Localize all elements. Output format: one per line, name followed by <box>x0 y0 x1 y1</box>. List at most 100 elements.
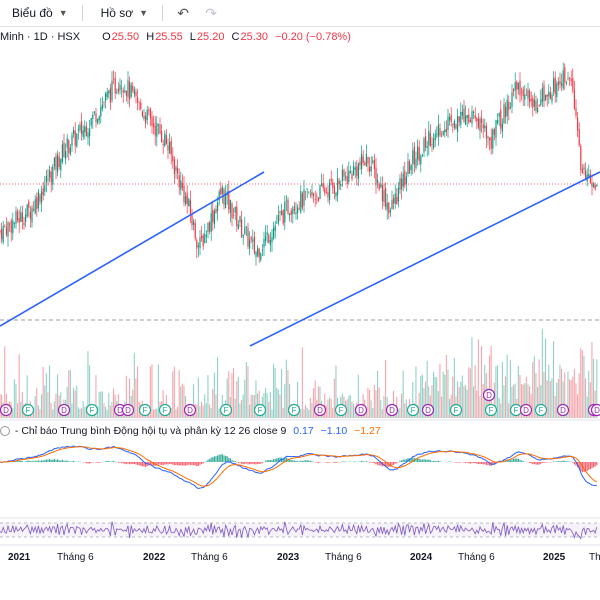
macd-histogram-bar <box>223 455 225 462</box>
dividend-event-marker[interactable]: D <box>590 403 600 417</box>
financial-event-marker[interactable]: F <box>406 403 420 417</box>
financial-event-marker[interactable]: F <box>287 403 301 417</box>
macd-histogram-bar <box>41 460 43 462</box>
candle-body <box>135 91 137 97</box>
macd-histogram-bar <box>557 461 559 462</box>
macd-histogram-bar <box>402 459 404 462</box>
candle-body <box>61 144 63 162</box>
candle-body <box>340 183 342 187</box>
macd-histogram-bar <box>97 462 99 463</box>
chart-menu-button[interactable]: Biểu đồ ▼ <box>0 0 76 26</box>
dividend-event-marker[interactable]: D <box>556 403 570 417</box>
volume-bar <box>241 400 243 418</box>
macd-histogram-bar <box>268 460 270 462</box>
candle-body <box>129 81 131 100</box>
candle-body <box>413 147 415 165</box>
macd-histogram-bar <box>578 462 580 469</box>
volume-bar <box>239 403 241 418</box>
dividend-event-marker[interactable]: D <box>421 403 435 417</box>
eye-icon[interactable] <box>0 426 10 437</box>
macd-histogram-bar <box>297 461 299 462</box>
volume-bar <box>50 402 52 418</box>
macd-histogram-bar <box>533 462 535 465</box>
undo-icon[interactable]: ↶ <box>177 4 189 21</box>
volume-bar <box>282 407 284 418</box>
dividend-event-marker[interactable]: D <box>121 403 135 417</box>
dividend-event-marker[interactable]: D <box>183 403 197 417</box>
candle-body <box>265 235 267 242</box>
candle-body <box>583 167 585 170</box>
candle-body <box>277 214 279 224</box>
financial-event-marker[interactable]: F <box>534 403 548 417</box>
event-marker-circle <box>158 403 172 417</box>
macd-title: - Chỉ báo Trung bình Động hội tụ và phân… <box>14 425 287 437</box>
candle-body <box>253 236 255 254</box>
candle-body <box>439 128 441 136</box>
candle-body <box>28 201 30 209</box>
candle-body <box>113 79 115 81</box>
event-marker-label: D <box>560 406 566 415</box>
dividend-event-marker[interactable]: D <box>354 403 368 417</box>
profile-menu-button[interactable]: Hồ sơ ▼ <box>89 0 156 26</box>
macd-histogram-bar <box>308 460 310 462</box>
candle-body <box>239 216 241 223</box>
financial-event-marker[interactable]: F <box>449 403 463 417</box>
dividend-event-marker[interactable]: D <box>57 403 71 417</box>
macd-histogram-bar <box>34 460 36 462</box>
volume-bar <box>500 403 502 418</box>
financial-event-marker[interactable]: F <box>509 403 523 417</box>
financial-event-marker[interactable]: F <box>253 403 267 417</box>
volume-bar <box>353 403 355 418</box>
financial-event-marker[interactable]: F <box>219 403 233 417</box>
volume-bar <box>313 388 315 418</box>
volume-bar <box>524 383 526 418</box>
macd-histogram-bar <box>247 462 249 465</box>
event-marker-label: D <box>358 406 364 415</box>
macd-histogram-bar <box>327 462 329 464</box>
volume-bar <box>197 377 199 418</box>
volume-bar <box>57 374 59 418</box>
candle-body <box>4 226 6 227</box>
macd-histogram-bar <box>140 462 142 466</box>
macd-histogram-bar <box>177 462 179 466</box>
dividend-event-marker[interactable]: D <box>0 403 13 417</box>
volume-bar <box>305 404 307 418</box>
candle-body <box>545 94 547 101</box>
macd-histogram-bar <box>245 462 247 464</box>
financial-event-marker[interactable]: F <box>334 403 348 417</box>
financial-event-marker[interactable]: F <box>158 403 172 417</box>
financial-event-marker[interactable]: F <box>484 403 498 417</box>
dividend-event-marker[interactable]: D <box>385 403 399 417</box>
dividend-event-marker[interactable]: D <box>482 388 496 402</box>
time-axis-label: Tháng 6 <box>458 552 495 563</box>
candle-body <box>153 123 155 128</box>
event-marker-circle <box>287 403 301 417</box>
volume-bar <box>74 390 76 418</box>
financial-event-marker[interactable]: F <box>85 403 99 417</box>
candle-body <box>495 119 497 138</box>
macd-histogram-bar <box>133 462 135 465</box>
symbol-label[interactable]: Minh · 1D · HSX <box>0 31 81 43</box>
volume-bar <box>215 394 217 418</box>
redo-icon[interactable]: ↷ <box>205 4 217 21</box>
volume-bar <box>453 357 455 418</box>
candle-body <box>138 101 140 103</box>
candle-body <box>533 99 535 107</box>
volume-bar <box>532 362 534 418</box>
dividend-event-marker[interactable]: D <box>519 403 533 417</box>
candle-body <box>551 94 553 102</box>
dividend-event-marker[interactable]: D <box>313 403 327 417</box>
macd-histogram-bar <box>517 458 519 462</box>
candle-body <box>324 188 326 194</box>
volume-bar <box>132 389 134 418</box>
change-value: −0.20 (−0.78%) <box>275 31 351 43</box>
candle-body <box>117 88 119 92</box>
volume-bar <box>45 373 47 418</box>
macd-histogram-bar <box>162 462 164 466</box>
financial-event-marker[interactable]: F <box>138 403 152 417</box>
macd-histogram-bar <box>33 461 35 462</box>
volume-bar <box>423 388 425 418</box>
financial-event-marker[interactable]: F <box>21 403 35 417</box>
candle-body <box>540 99 542 105</box>
